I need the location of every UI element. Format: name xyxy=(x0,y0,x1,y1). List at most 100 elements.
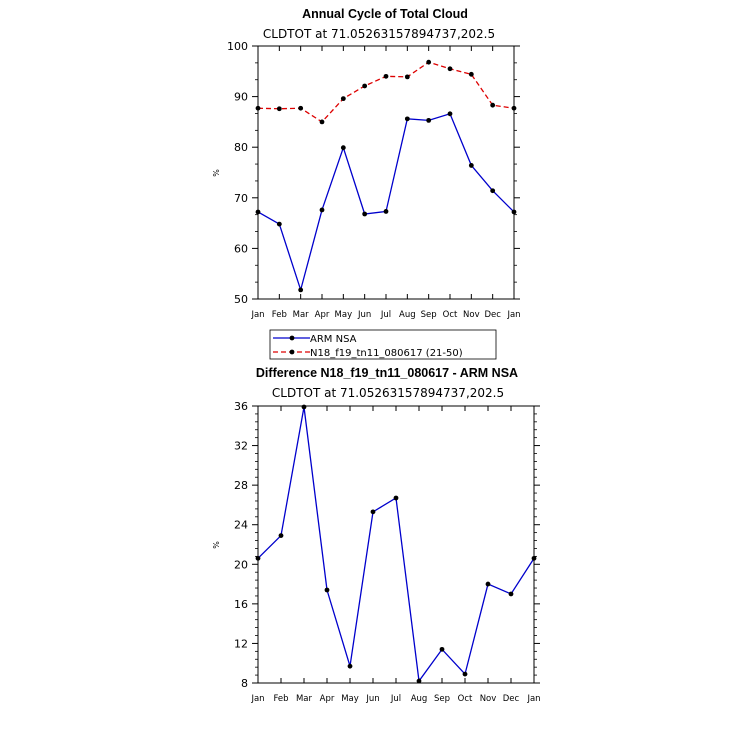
top-series-1-point xyxy=(276,106,282,112)
top-x-tick-label: Oct xyxy=(443,310,458,320)
bottom-y-tick-label: 36 xyxy=(234,400,248,413)
top-series-1-point xyxy=(468,71,474,77)
top-chart-title: Annual Cycle of Total Cloud xyxy=(302,7,468,21)
top-series-0-point xyxy=(362,211,368,217)
bottom-series-0-point xyxy=(393,495,399,501)
top-series-1-point xyxy=(426,59,432,65)
top-series-1-point xyxy=(319,119,325,125)
top-y-tick-label: 70 xyxy=(234,192,248,205)
top-series-0-point xyxy=(468,163,474,168)
legend-box xyxy=(269,329,497,360)
top-x-tick-label: Jan xyxy=(250,310,264,320)
top-series-0-point xyxy=(426,117,432,123)
bottom-series-0-point xyxy=(508,591,514,597)
top-chart-plot-frame xyxy=(257,45,515,300)
bottom-series-0-point xyxy=(485,581,491,587)
top-series-1-point xyxy=(255,105,261,111)
legend-marker-model xyxy=(289,349,295,355)
top-series-0-point xyxy=(319,207,325,213)
bottom-x-tick-label: Feb xyxy=(273,694,288,704)
top-chart: Annual Cycle of Total Cloud CLDTOT at 71… xyxy=(212,7,521,320)
bottom-x-tick-label: Nov xyxy=(480,694,497,704)
bottom-x-tick-label: May xyxy=(341,694,359,704)
legend-label-arm-nsa: ARM NSA xyxy=(310,334,357,345)
top-x-tick-label: Apr xyxy=(315,310,330,320)
top-series-0-point xyxy=(447,111,453,117)
bottom-chart-series xyxy=(255,404,537,684)
top-series-1-point xyxy=(447,66,453,72)
top-y-tick-label: 80 xyxy=(234,141,248,154)
top-x-tick-label: Dec xyxy=(484,310,501,320)
top-y-tick-label: 60 xyxy=(234,242,248,255)
bottom-chart-plot-frame xyxy=(257,405,535,684)
bottom-x-tick-label: Sep xyxy=(434,694,450,704)
bottom-series-0-point xyxy=(531,555,537,561)
top-series-0-point xyxy=(276,221,282,227)
top-chart-y-axis-label: % xyxy=(212,169,221,177)
bottom-x-tick-label: Apr xyxy=(320,694,335,704)
top-chart-series xyxy=(255,59,517,293)
legend: ARM NSA N18_f19_tn11_080617 (21-50) xyxy=(269,329,497,360)
bottom-y-tick-label: 16 xyxy=(234,598,248,611)
top-x-tick-label: Feb xyxy=(272,310,287,320)
top-y-tick-label: 90 xyxy=(234,91,248,104)
bottom-series-0-point xyxy=(301,404,307,410)
top-y-tick-label: 100 xyxy=(227,40,248,53)
bottom-x-tick-label: Jan xyxy=(250,694,264,704)
bottom-x-tick-label: Oct xyxy=(458,694,473,704)
bottom-series-0-point xyxy=(416,678,422,684)
top-series-0-point xyxy=(511,209,517,215)
top-series-0-point xyxy=(490,188,496,194)
top-x-tick-label: Jun xyxy=(357,310,371,320)
bottom-chart-y-axis-label: % xyxy=(212,541,221,549)
bottom-x-tick-label: Jul xyxy=(390,694,401,704)
top-series-line-0 xyxy=(257,113,515,293)
top-x-tick-label: Aug xyxy=(399,310,416,320)
bottom-series-0-point xyxy=(278,533,284,538)
top-series-1-point xyxy=(340,96,346,102)
legend-marker-arm-nsa xyxy=(289,335,295,341)
bottom-chart-title: Difference N18_f19_tn11_080617 - ARM NSA xyxy=(256,366,518,380)
top-series-1-point xyxy=(511,105,517,111)
bottom-series-line-0 xyxy=(257,406,535,683)
bottom-y-tick-label: 24 xyxy=(234,519,248,532)
bottom-series-0-point xyxy=(324,587,330,593)
top-series-0-point xyxy=(298,287,304,293)
top-x-tick-label: Jan xyxy=(506,310,520,320)
top-chart-subtitle: CLDTOT at 71.05263157894737,202.5 xyxy=(263,27,495,41)
bottom-series-0-point xyxy=(347,663,353,669)
top-series-1-point xyxy=(490,102,496,108)
bottom-series-0-point xyxy=(255,555,261,561)
bottom-x-tick-label: Jun xyxy=(365,694,379,704)
top-series-1-point xyxy=(362,83,368,89)
bottom-y-tick-label: 20 xyxy=(234,558,248,571)
top-x-tick-label: Mar xyxy=(293,310,310,320)
bottom-x-tick-label: Jan xyxy=(526,694,540,704)
top-x-tick-label: Nov xyxy=(463,310,480,320)
bottom-series-0-point xyxy=(439,646,445,652)
top-series-0-point xyxy=(340,145,346,151)
top-x-tick-label: Jul xyxy=(380,310,391,320)
bottom-x-tick-label: Dec xyxy=(503,694,520,704)
bottom-y-tick-label: 8 xyxy=(241,677,248,690)
bottom-series-0-point xyxy=(370,509,376,515)
top-series-0-point xyxy=(404,116,410,122)
bottom-y-tick-label: 32 xyxy=(234,440,248,453)
bottom-chart-subtitle: CLDTOT at 71.05263157894737,202.5 xyxy=(272,386,504,400)
top-series-0-point xyxy=(255,209,261,215)
bottom-chart: Difference N18_f19_tn11_080617 - ARM NSA… xyxy=(212,366,541,704)
top-series-0-point xyxy=(383,209,389,214)
top-chart-ticks: Jan Feb Mar Apr May Jun Jul Aug Sep Oct Nov Dec Jan5… xyxy=(227,40,521,320)
legend-label-model: N18_f19_tn11_080617 (21-50) xyxy=(310,348,463,359)
bottom-chart-ticks: Jan Feb Mar Apr May Jun Jul Aug Sep Oct Nov Dec Jan8… xyxy=(234,400,541,704)
bottom-y-tick-label: 28 xyxy=(234,479,248,492)
top-x-tick-label: May xyxy=(335,310,353,320)
top-series-1-point xyxy=(383,73,389,79)
bottom-y-tick-label: 12 xyxy=(234,637,248,650)
top-series-1-point xyxy=(298,105,304,111)
top-series-1-point xyxy=(404,74,410,80)
top-y-tick-label: 50 xyxy=(234,293,248,306)
bottom-series-0-point xyxy=(462,671,468,677)
top-series-line-1 xyxy=(257,61,515,123)
